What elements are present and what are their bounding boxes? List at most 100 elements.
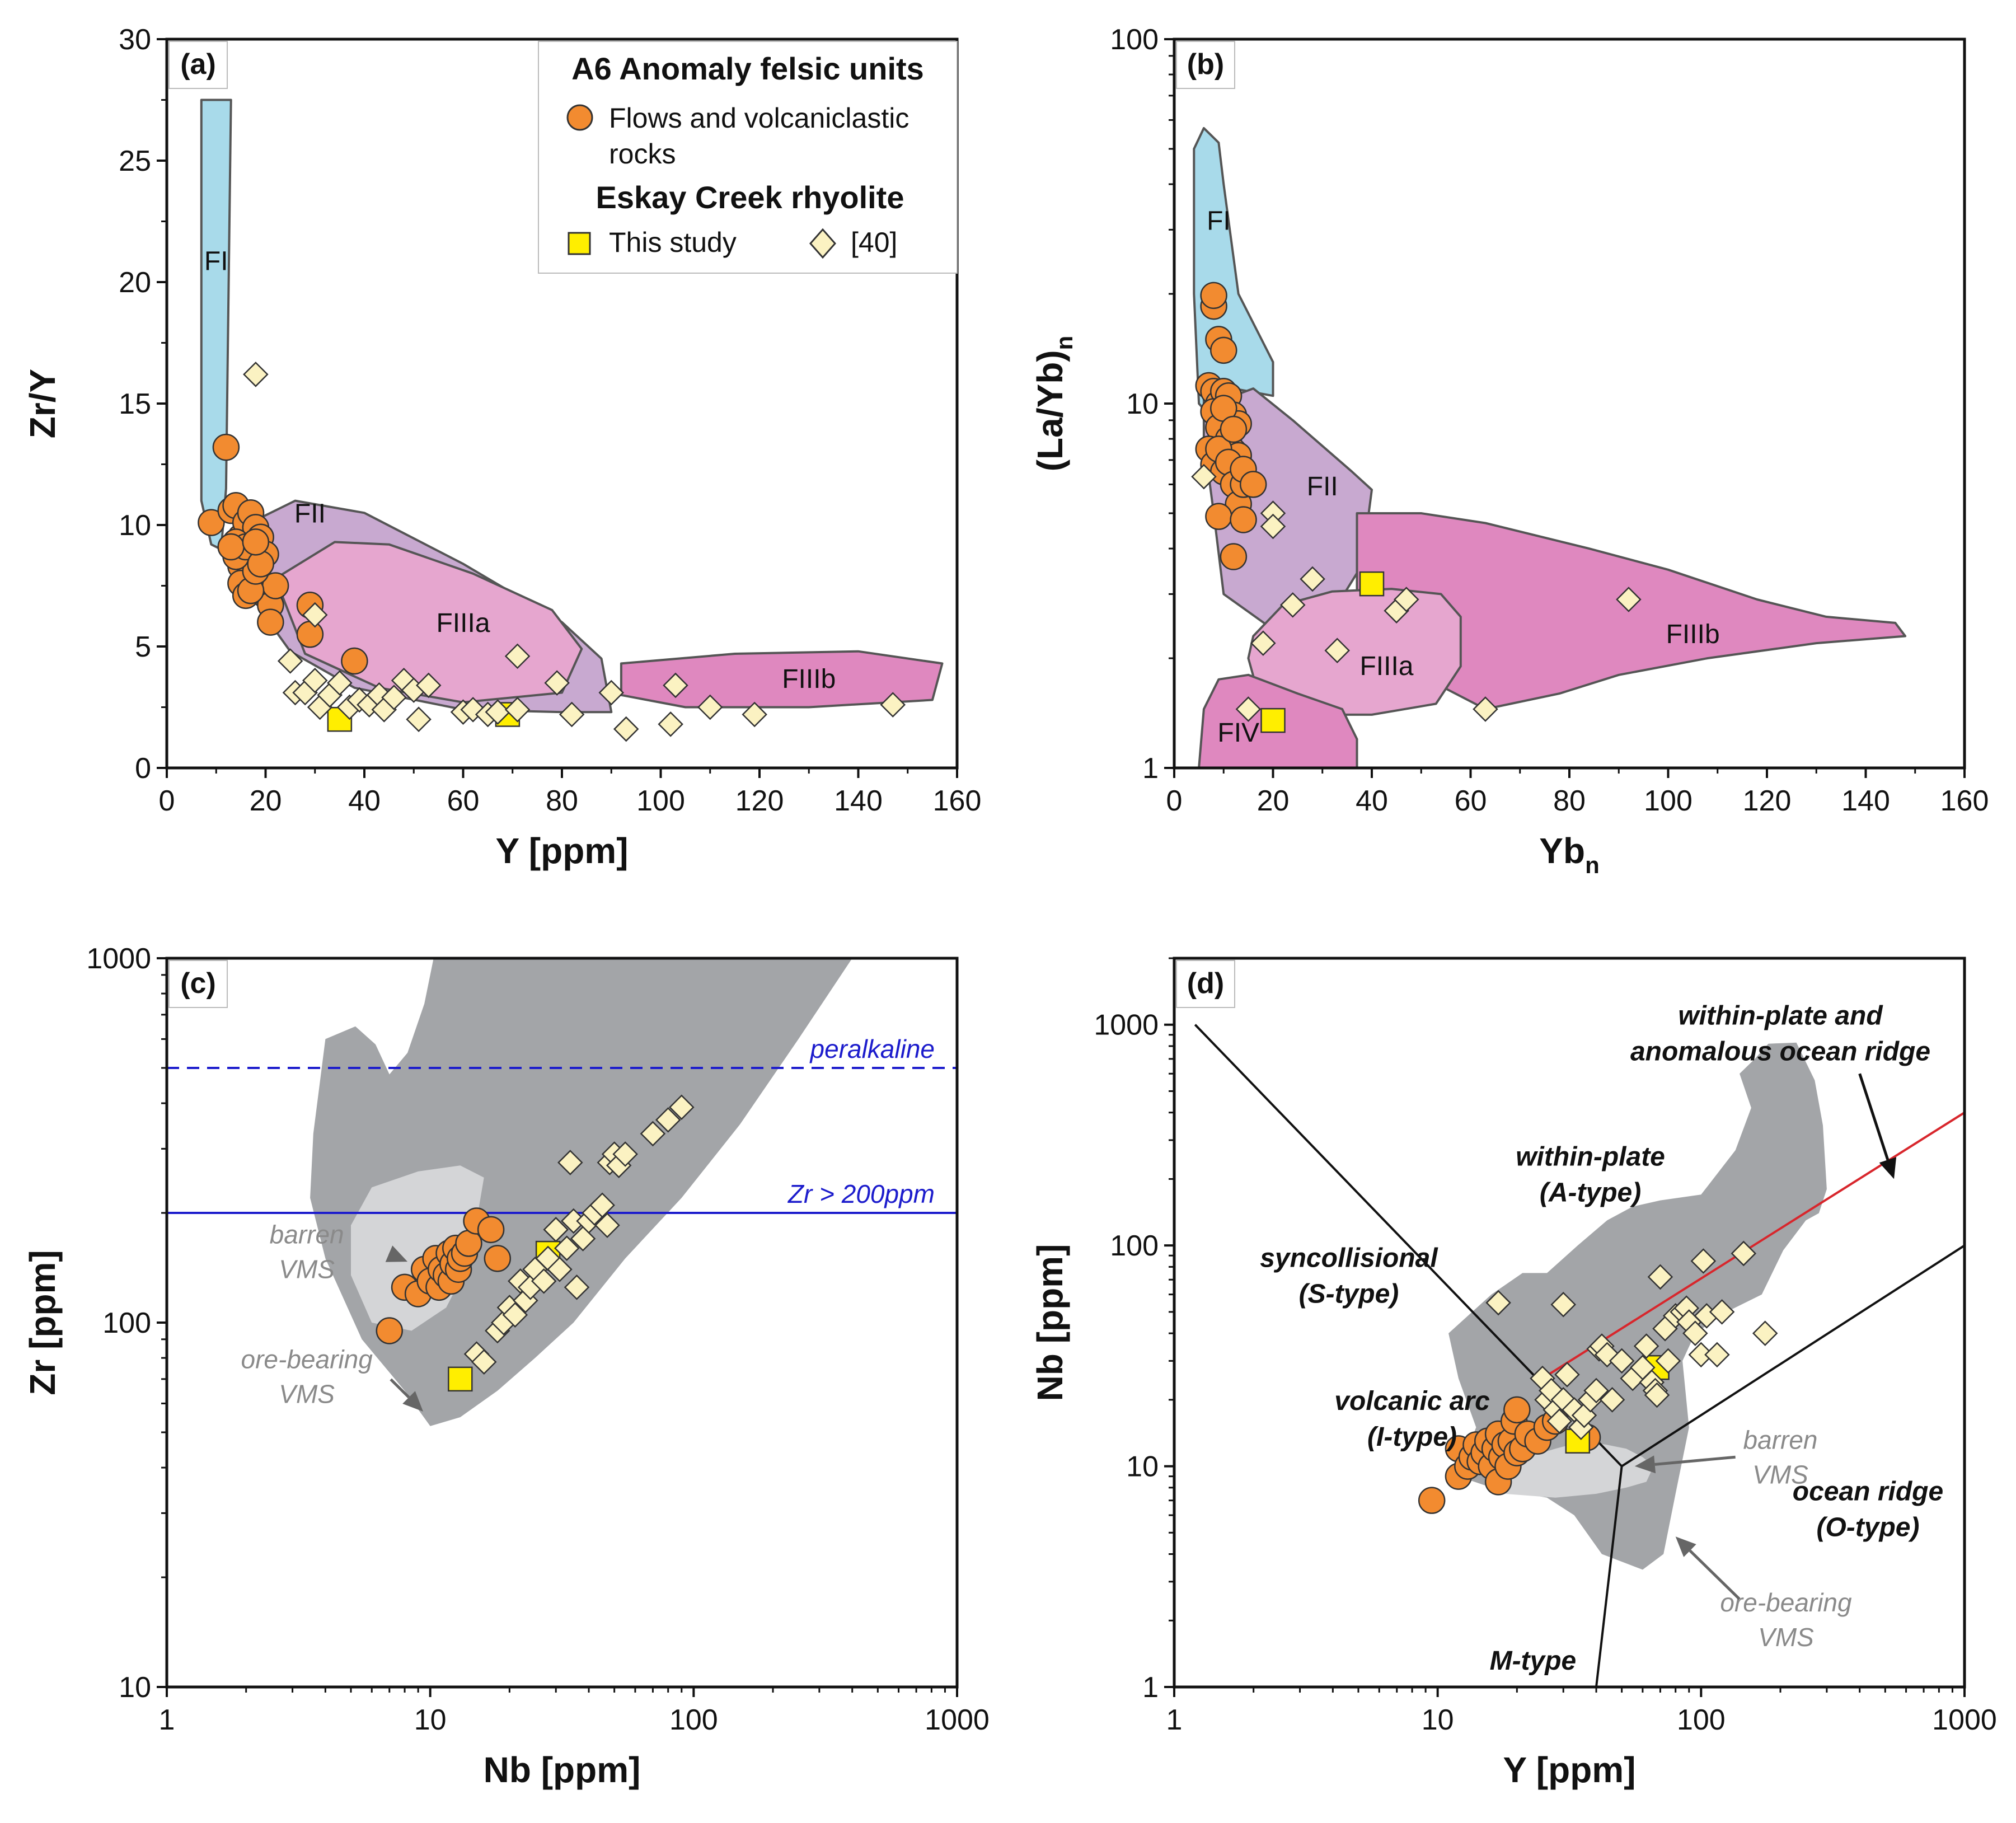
annotation-arrow [390, 1378, 410, 1399]
region-label: within-plate and [1678, 1001, 1883, 1031]
field-label: FIIIb [1666, 620, 1720, 649]
panel-d: within-plate and anomalous ocean ridge wit… [1030, 957, 1997, 1790]
data-point-ref40 [742, 701, 767, 728]
field-label: FII [294, 499, 326, 529]
x-tick-label: 140 [1841, 785, 1890, 817]
data-point-flows [212, 433, 240, 461]
data-point-ref40 [1704, 1342, 1730, 1368]
y-tick-label: 20 [119, 266, 151, 299]
boundary-line-red [1541, 1112, 1965, 1380]
y-axis-label: Nb [ppm] [1030, 1244, 1070, 1402]
data-point-ref40 [655, 1107, 681, 1133]
legend-flows-marker [566, 104, 593, 131]
data-point-ref40 [502, 1302, 528, 1328]
data-point-flows [1220, 543, 1248, 570]
data-point-ref40 [640, 1121, 666, 1147]
annotation-label-line2: VMS [279, 1254, 335, 1283]
axis-ticks: 1 10 100 1000 1 10 100 1000 [1094, 957, 1997, 1736]
y-tick-label: 1 [1142, 752, 1159, 785]
annotation-arrowhead [1634, 1455, 1656, 1474]
data-point-ref40 [612, 1141, 638, 1167]
series-circle [198, 433, 368, 675]
data-point-ref40 [1752, 1320, 1778, 1346]
data-point-ref40 [327, 670, 353, 696]
data-point-ref40 [663, 672, 688, 699]
series-diamond [1191, 463, 1642, 722]
data-point-ref40 [697, 694, 723, 720]
legend-subtitle: Eskay Creek rhyolite [596, 180, 904, 215]
data-point-flows [1220, 415, 1248, 443]
region-label-line2: (S-type) [1299, 1279, 1399, 1309]
panel-b: FI FII FIIIa FIIIb FIV 0 20 40 60 80 100 120 140 160 1… [1030, 24, 1989, 878]
annotation-arrowhead [1879, 1157, 1897, 1179]
data-point-ref40 [485, 699, 511, 725]
annotation-arrowhead [1675, 1536, 1696, 1557]
annotation-arrow [1654, 1455, 1736, 1466]
series-circle [1195, 282, 1267, 570]
region-label: within-plate [1516, 1142, 1665, 1171]
data-point-ref40 [1324, 638, 1350, 664]
data-point-flows [1210, 336, 1237, 364]
annotation-label: ore-bearing [1720, 1588, 1852, 1617]
data-point-ref40 [557, 1150, 583, 1175]
plot-area [1194, 1024, 1965, 1687]
data-point-ref40 [277, 648, 303, 674]
data-point-ref40 [1485, 1290, 1511, 1316]
series-circle [1418, 1396, 1601, 1514]
y-tick-label: 10 [119, 509, 151, 542]
series-diamond [243, 362, 906, 742]
data-point-flows [1205, 503, 1232, 530]
data-point-flows [1503, 1396, 1531, 1424]
data-point-ref40 [547, 1257, 573, 1282]
series-diamond [463, 1094, 695, 1375]
data-point-ref40 [1546, 1408, 1573, 1434]
data-point-ref40 [543, 1217, 569, 1243]
legend: A6 Anomaly felsic units Flows and volcan… [538, 41, 958, 274]
annotation-label-line2: VMS [1752, 1460, 1808, 1489]
x-tick-label: 20 [250, 785, 282, 817]
region-label: volcanic arc [1334, 1386, 1490, 1416]
region-label: ocean ridge [1793, 1477, 1943, 1507]
plot-frame [1173, 957, 1966, 1689]
data-point-ref40 [302, 602, 328, 628]
field-label: FIIIa [1359, 652, 1413, 681]
x-tick-label: 140 [834, 785, 883, 817]
data-point-flows [257, 608, 284, 636]
data-point-flows [242, 528, 270, 556]
x-tick-label: 160 [933, 785, 982, 817]
x-tick-label: 100 [636, 785, 685, 817]
data-point-ref40 [1235, 696, 1262, 722]
data-point-this-study [448, 1366, 473, 1392]
data-point-ref40 [1280, 592, 1306, 618]
data-point-flows [341, 647, 368, 675]
data-point-flows [1239, 471, 1267, 498]
region-label-line2: anomalous ocean ridge [1630, 1037, 1930, 1067]
data-point-ref40 [1394, 587, 1419, 612]
x-tick-label: 1 [1166, 1704, 1183, 1736]
annotation-arrowhead [402, 1391, 423, 1412]
data-point-ref40 [1473, 696, 1498, 722]
data-point-ref40 [243, 362, 269, 387]
data-point-this-study [1359, 571, 1385, 597]
y-axis-label: Zr/Y [22, 369, 63, 438]
region-label: syncollisional [1260, 1243, 1438, 1273]
y-tick-label: 30 [119, 24, 151, 56]
data-point-ref40 [564, 1274, 590, 1300]
legend-ref-marker [809, 228, 836, 259]
data-point-ref40 [1731, 1240, 1757, 1267]
data-point-flows [1418, 1487, 1446, 1514]
x-tick-label: 100 [1677, 1704, 1726, 1736]
data-point-ref40 [531, 1268, 557, 1294]
data-point-ref40 [1647, 1264, 1673, 1290]
region-label: M-type [1490, 1646, 1577, 1676]
field-ore-bearing-vms [310, 958, 852, 1426]
y-tick-label: 5 [135, 631, 151, 663]
panel-label: (c) [180, 967, 216, 1000]
y-tick-label: 1000 [1094, 1009, 1159, 1042]
data-point-ref40 [1709, 1299, 1735, 1325]
data-point-ref40 [415, 672, 442, 699]
y-tick-label: 0 [135, 752, 151, 785]
field-label: FI [204, 246, 228, 276]
x-tick-label: 100 [1644, 785, 1692, 817]
